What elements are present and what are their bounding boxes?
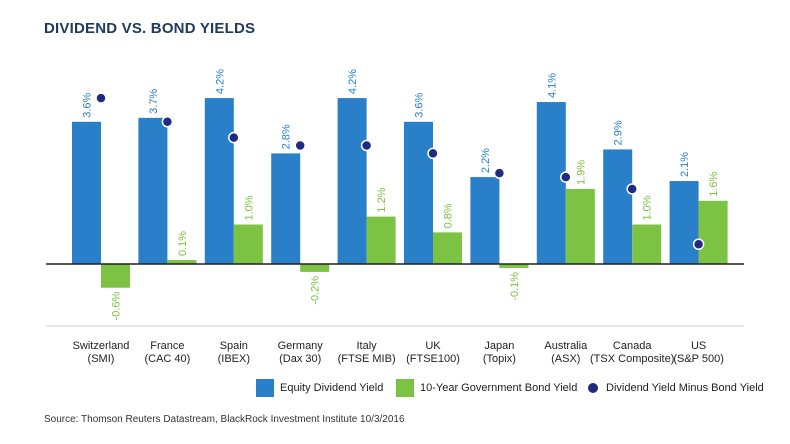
label-equity: 3.6% — [82, 93, 94, 118]
label-equity: 3.6% — [414, 93, 426, 118]
legend-item-bond: 10-Year Government Bond Yield — [396, 378, 577, 398]
bar-bond — [632, 224, 662, 264]
category-sublabel: (Topix) — [483, 353, 516, 365]
legend-label-equity: Equity Dividend Yield — [280, 382, 384, 394]
category-label: Spain — [220, 340, 248, 352]
bar-equity — [72, 121, 101, 264]
category-sublabel: (CAC 40) — [144, 353, 190, 365]
category-label: Switzerland — [73, 340, 130, 352]
legend-item-equity: Equity Dividend Yield — [256, 378, 383, 398]
category-label: UK — [425, 340, 441, 352]
dot-difference — [692, 238, 705, 250]
bar-bond — [698, 200, 728, 264]
legend-item-diff: Dividend Yield Minus Bond Yield — [584, 378, 764, 398]
legend-swatch-bond — [396, 379, 414, 397]
label-bond: -0.2% — [310, 276, 322, 305]
bar-bond — [565, 188, 595, 264]
label-bond: 1.0% — [642, 195, 654, 220]
category-sublabel: (ASX) — [551, 353, 580, 365]
bar-equity — [404, 121, 433, 264]
legend-label-diff: Dividend Yield Minus Bond Yield — [606, 382, 764, 394]
dot-difference — [95, 92, 107, 104]
label-equity: 3.7% — [148, 89, 160, 114]
label-bond: 1.2% — [376, 187, 388, 212]
category-sublabel: (TSX Composite) — [590, 353, 674, 365]
legend-dot-diff — [588, 383, 598, 393]
bar-equity — [603, 149, 633, 264]
dot-difference — [626, 183, 638, 195]
legend-label-bond: 10-Year Government Bond Yield — [420, 382, 578, 394]
category-sublabel: (Dax 30) — [279, 353, 321, 365]
label-bond: -0.1% — [509, 272, 521, 301]
dot-difference — [493, 167, 506, 179]
dot-difference — [294, 139, 306, 152]
label-equity: 2.9% — [613, 120, 625, 145]
bar-equity — [470, 177, 500, 264]
label-equity: 4.2% — [214, 69, 226, 94]
label-equity: 2.8% — [281, 124, 293, 149]
bar-bond — [233, 224, 263, 264]
category-sublabel: (FTSE100) — [406, 353, 460, 365]
category-sublabel: (SMI) — [88, 353, 115, 365]
label-equity: 2.2% — [480, 148, 492, 173]
category-label: Australia — [544, 340, 588, 352]
label-equity: 2.1% — [679, 152, 691, 177]
bar-bond — [167, 260, 197, 264]
dot-difference — [228, 131, 240, 144]
category-label: Italy — [357, 340, 378, 352]
bar-bond — [101, 264, 130, 288]
bar-equity — [337, 98, 367, 264]
bar-equity — [138, 117, 168, 264]
legend: Equity Dividend Yield 10-Year Government… — [0, 378, 790, 398]
bar-equity — [536, 102, 566, 264]
category-label: Germany — [278, 340, 324, 352]
bar-bond — [300, 264, 330, 272]
dot-difference — [427, 147, 439, 160]
legend-swatch-equity — [256, 379, 274, 397]
category-label: Japan — [484, 340, 514, 352]
chart-title: DIVIDEND VS. BOND YIELDS — [44, 20, 256, 37]
category-label: France — [150, 340, 184, 352]
label-bond: 0.8% — [443, 203, 455, 228]
dot-difference — [560, 171, 572, 183]
dot-difference — [161, 116, 174, 128]
bar-bond — [499, 264, 529, 268]
category-sublabel: (S&P 500) — [673, 353, 724, 365]
bar-bond — [366, 216, 396, 264]
category-label: US — [691, 340, 706, 352]
bar-equity — [204, 98, 234, 264]
dot-difference — [360, 139, 373, 152]
category-sublabel: (IBEX) — [218, 353, 250, 365]
label-bond: 1.0% — [243, 195, 255, 220]
bar-equity — [669, 181, 699, 264]
label-bond: 0.1% — [177, 231, 189, 256]
label-bond: -0.6% — [111, 291, 123, 320]
label-bond: 1.6% — [708, 172, 720, 197]
label-equity: 4.1% — [546, 73, 558, 98]
label-equity: 4.2% — [347, 69, 359, 94]
source-note: Source: Thomson Reuters Datastream, Blac… — [44, 414, 405, 425]
bar-bond — [433, 232, 462, 264]
bar-equity — [271, 153, 301, 264]
category-sublabel: (FTSE MIB) — [338, 353, 396, 365]
label-bond: 1.9% — [575, 160, 587, 185]
category-label: Canada — [613, 340, 652, 352]
